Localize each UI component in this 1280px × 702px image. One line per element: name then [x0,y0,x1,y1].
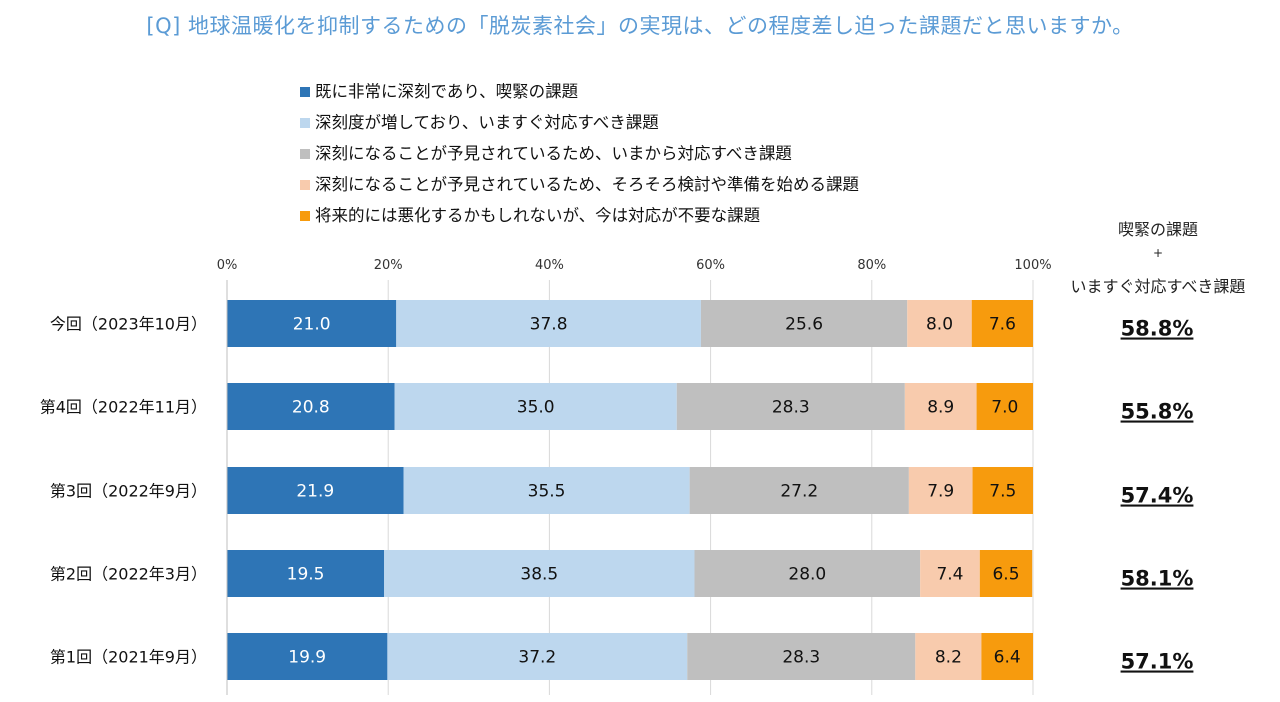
x-tick-label: 40% [535,258,564,273]
legend-swatch-2 [300,117,310,128]
legend-item-2: 深刻度が増しており、いますぐ対応すべき課題 [300,111,659,135]
side-header-line3: いますぐ対応すべき課題 [1070,277,1246,296]
bar-segment [227,300,397,347]
x-tick-label: 20% [374,258,403,273]
bar-segment [920,550,980,597]
total-percentage: 58.1% [1121,567,1194,591]
bar-segment [227,383,395,430]
bar-segment [689,467,909,514]
total-percentage: 55.8% [1121,400,1194,424]
row-label: 第4回（2022年11月） [40,398,207,417]
legend-swatch-3 [300,148,310,159]
total-percentage: 58.8% [1121,317,1194,341]
bar-value-label: 21.0 [293,315,331,335]
bar-segment [907,300,972,347]
bar-value-label: 35.0 [517,398,555,418]
bar-value-label: 7.5 [989,482,1016,502]
x-tick-label: 100% [1014,258,1051,273]
legend-item-5: 将来的には悪化するかもしれないが、今は対応が不要な課題 [300,204,760,228]
bar-value-label: 8.0 [926,315,953,335]
bar-segment [972,467,1033,514]
bar-value-label: 7.0 [991,398,1018,418]
bar-value-label: 37.8 [530,315,568,335]
legend-label-2: 深刻度が増しており、いますぐ対応すべき課題 [315,113,659,132]
legend-swatch-4 [300,179,310,190]
legend-label-3: 深刻になることが予見されているため、いまから対応すべき課題 [315,144,792,163]
bar-value-label: 7.6 [989,315,1016,335]
bar-value-label: 19.9 [288,648,326,668]
bar-value-label: 25.6 [785,315,823,335]
legend-label-4: 深刻になることが予見されているため、そろそろ検討や準備を始める課題 [315,175,860,194]
bar-value-label: 7.4 [936,565,963,585]
bar-segment [394,383,677,430]
legend-item-4: 深刻になることが予見されているため、そろそろ検討や準備を始める課題 [300,173,859,197]
bar-segment [908,467,973,514]
bar-value-label: 28.3 [782,648,820,668]
bar-value-label: 21.9 [296,482,334,502]
bar-segment [227,467,404,514]
bar-segment [694,550,921,597]
row-label: 第3回（2022年9月） [50,482,207,501]
bar-segment [981,633,1033,680]
bar-segment [403,467,690,514]
legend-swatch-5 [300,210,310,221]
bar-segment [700,300,908,347]
bar-value-label: 37.2 [518,648,556,668]
bar-value-label: 27.2 [780,482,818,502]
bar-segment [384,550,695,597]
x-tick-label: 80% [857,258,886,273]
total-percentage: 57.4% [1121,484,1194,508]
bar-value-label: 8.2 [935,648,962,668]
bar-value-label: 20.8 [292,398,330,418]
bar-segment [915,633,982,680]
total-percentage: 57.1% [1121,650,1194,674]
legend-label-1: 既に非常に深刻であり、喫緊の課題 [315,82,579,101]
side-header-line1: 喫緊の課題 [1117,220,1198,239]
bar-segment [976,383,1033,430]
row-label: 今回（2023年10月） [50,315,207,334]
bar-segment [227,633,388,680]
bar-value-label: 35.5 [528,482,566,502]
bar-segment [387,633,688,680]
bar-value-label: 6.5 [992,565,1019,585]
bar-value-label: 19.5 [287,565,325,585]
bar-segment [687,633,916,680]
legend-item-3: 深刻になることが予見されているため、いまから対応すべき課題 [300,142,792,166]
bar-value-label: 28.3 [772,398,810,418]
row-label: 第2回（2022年3月） [50,565,207,584]
bar-segment [227,550,385,597]
bar-value-label: 28.0 [788,565,826,585]
bar-segment [396,300,701,347]
x-tick-label: 0% [217,258,238,273]
bar-segment [676,383,905,430]
bar-value-label: 38.5 [520,565,558,585]
legend-swatch-1 [300,86,310,97]
legend-label-5: 将来的には悪化するかもしれないが、今は対応が不要な課題 [315,206,761,225]
bar-segment [904,383,977,430]
row-label: 第1回（2021年9月） [50,648,207,667]
bar-value-label: 6.4 [994,648,1021,668]
x-tick-label: 60% [696,258,725,273]
bar-value-label: 8.9 [927,398,954,418]
chart-title: [Q] 地球温暖化を抑制するための「脱炭素社会」の実現は、どの程度差し迫った課題… [146,14,1134,38]
legend-item-1: 既に非常に深刻であり、喫緊の課題 [300,80,578,104]
bar-value-label: 7.9 [927,482,954,502]
bar-segment [979,550,1033,597]
side-header-plus: + [1152,246,1164,260]
bar-segment [971,300,1033,347]
